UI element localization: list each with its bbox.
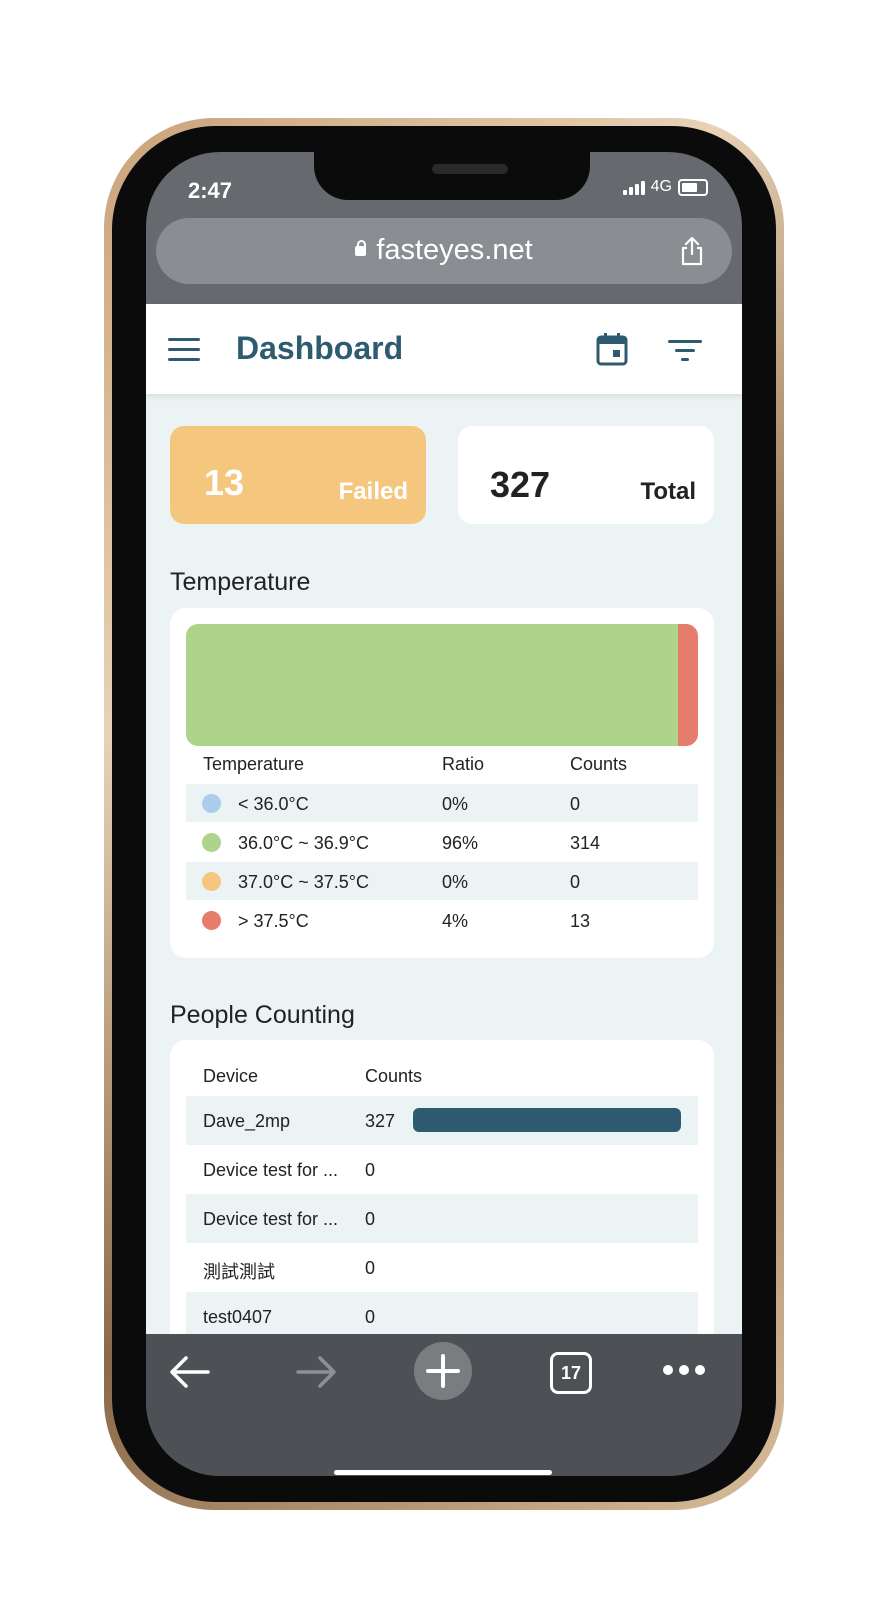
legend-dot-orange: [202, 872, 221, 891]
segment-above-37-5: [677, 624, 698, 746]
count-bar: [413, 1108, 681, 1132]
device-name: Dave_2mp: [203, 1111, 291, 1131]
more-options-icon[interactable]: [662, 1364, 706, 1376]
url-text: fasteyes.net: [376, 234, 533, 266]
temperature-table-header: Temperature Ratio Counts: [186, 750, 698, 780]
tabs-button[interactable]: 17: [550, 1352, 592, 1394]
hamburger-menu-icon[interactable]: [168, 338, 200, 361]
signal-icon: [622, 179, 645, 195]
app-header: Dashboard: [146, 304, 742, 394]
status-icons: 4G: [622, 178, 708, 196]
lock-icon: [355, 240, 367, 256]
temp-count: 13: [570, 911, 591, 931]
status-time: 2:47: [188, 178, 233, 203]
col-counts: Counts: [570, 754, 628, 774]
people-counting-card: Device Counts Dave_2mp 327 Device test f…: [170, 1040, 714, 1360]
calendar-icon[interactable]: [596, 332, 628, 366]
table-row[interactable]: Device test for ... 0: [186, 1145, 698, 1194]
back-arrow-icon[interactable]: [168, 1352, 212, 1392]
url-display[interactable]: fasteyes.net: [156, 234, 732, 267]
segment-36-to-36-9: [186, 624, 678, 746]
battery-icon: [678, 178, 708, 196]
filter-icon[interactable]: [668, 338, 702, 362]
temp-ratio: 4%: [442, 911, 469, 931]
device-name: test0407: [203, 1307, 273, 1327]
address-bar[interactable]: fasteyes.net: [156, 218, 732, 284]
col-counts: Counts: [365, 1066, 423, 1086]
phone-frame: 2:47 4G fasteyes.net Dashboard: [104, 118, 784, 1510]
device-count: 0: [365, 1258, 376, 1278]
share-icon[interactable]: [680, 236, 704, 266]
device-count: 0: [365, 1307, 376, 1327]
device-count: 0: [365, 1209, 376, 1229]
total-count: 327: [490, 464, 551, 505]
legend-dot-green: [202, 833, 221, 852]
table-row: 37.0°C ~ 37.5°C 0% 0: [186, 862, 698, 900]
table-row[interactable]: Dave_2mp 327: [186, 1096, 698, 1145]
device-count: 327: [365, 1111, 396, 1131]
browser-toolbar: 17: [146, 1334, 742, 1476]
new-tab-button[interactable]: [414, 1342, 472, 1400]
temp-range: 36.0°C ~ 36.9°C: [238, 833, 369, 853]
device-name: Device test for ...: [203, 1160, 339, 1180]
people-table-header: Device Counts: [186, 1062, 698, 1092]
page-title: Dashboard: [236, 330, 404, 366]
people-counting-section-title: People Counting: [170, 1001, 355, 1029]
temp-count: 0: [570, 794, 581, 814]
failed-count: 13: [204, 462, 245, 503]
table-row: > 37.5°C 4% 13: [186, 901, 698, 939]
col-ratio: Ratio: [442, 754, 485, 774]
total-label: Total: [640, 478, 696, 505]
col-temperature: Temperature: [203, 754, 305, 774]
phone-screen: 2:47 4G fasteyes.net Dashboard: [146, 152, 742, 1476]
temperature-card: Temperature Ratio Counts < 36.0°C 0% 0 3…: [170, 608, 714, 958]
temp-count: 314: [570, 833, 601, 853]
table-row: < 36.0°C 0% 0: [186, 784, 698, 822]
legend-dot-red: [202, 911, 221, 930]
device-count: 0: [365, 1160, 376, 1180]
device-name: 測試測試: [203, 1262, 275, 1282]
count-bar-track: [413, 1108, 681, 1132]
temp-ratio: 0%: [442, 794, 469, 814]
app-content: Dashboard 13 Failed 327: [146, 304, 742, 1360]
temp-count: 0: [570, 872, 581, 892]
table-row[interactable]: test0407 0: [186, 1292, 698, 1341]
device-name: Device test for ...: [203, 1209, 339, 1229]
notch: [314, 152, 590, 200]
table-row: 36.0°C ~ 36.9°C 96% 314: [186, 823, 698, 861]
temperature-stacked-bar: [186, 624, 698, 746]
temp-range: 37.0°C ~ 37.5°C: [238, 872, 369, 892]
network-type: 4G: [650, 178, 672, 195]
table-row[interactable]: Device test for ... 0: [186, 1194, 698, 1243]
speaker: [432, 164, 508, 174]
forward-arrow-icon[interactable]: [294, 1352, 338, 1392]
failed-card[interactable]: 13 Failed: [170, 426, 426, 524]
temp-ratio: 0%: [442, 872, 469, 892]
home-indicator: [334, 1470, 552, 1475]
temp-range: < 36.0°C: [238, 794, 309, 814]
total-card[interactable]: 327 Total: [458, 426, 714, 524]
table-row[interactable]: 測試測試 0: [186, 1243, 698, 1292]
temp-ratio: 96%: [442, 833, 479, 853]
col-device: Device: [203, 1066, 259, 1086]
plus-icon: [426, 1354, 460, 1388]
failed-label: Failed: [338, 478, 408, 505]
temp-range: > 37.5°C: [238, 911, 309, 931]
temperature-section-title: Temperature: [170, 568, 311, 596]
legend-dot-blue: [202, 794, 221, 813]
